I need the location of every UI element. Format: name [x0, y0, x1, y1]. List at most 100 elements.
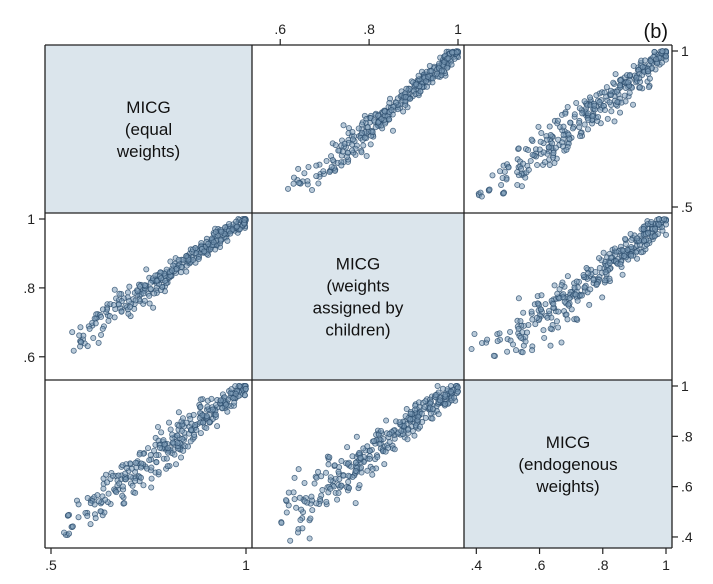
scatter-point — [358, 130, 365, 137]
scatter-point — [407, 95, 414, 102]
scatter-point — [155, 469, 162, 476]
scatter-point — [528, 308, 535, 315]
scatter-point — [494, 338, 501, 345]
scatter-point — [386, 439, 393, 446]
scatter-point — [534, 162, 541, 169]
scatter-point — [663, 221, 670, 228]
scatter-point — [102, 471, 109, 478]
scatter-point — [141, 297, 148, 304]
scatter-point — [577, 133, 584, 140]
diagonal-label-line: (equal — [125, 120, 172, 139]
scatter-point — [224, 408, 231, 415]
scatter-point — [529, 151, 536, 158]
scatter-point — [200, 419, 207, 426]
tick-label: .8 — [681, 428, 693, 444]
scatter-point — [122, 470, 129, 477]
scatter-point — [645, 84, 652, 91]
scatter-point — [140, 482, 147, 489]
scatter-point — [358, 121, 365, 128]
scatter-point — [348, 463, 355, 470]
tick-label: .4 — [470, 557, 482, 573]
scatter-point — [663, 231, 670, 238]
scatter-point — [327, 477, 334, 484]
scatter-point — [319, 487, 326, 494]
scatter-point — [593, 281, 600, 288]
scatter-point — [560, 123, 567, 130]
diagonal-cell — [45, 45, 252, 213]
scatter-point — [313, 474, 320, 481]
scatter-point — [236, 382, 243, 389]
scatter-point — [119, 462, 126, 469]
scatter-point — [305, 163, 312, 170]
scatter-point — [233, 223, 240, 230]
scatter-point — [596, 255, 603, 262]
diagonal-cell — [252, 213, 464, 380]
scatter-point — [209, 406, 216, 413]
scatter-point — [179, 415, 186, 422]
scatter-point — [295, 179, 302, 186]
scatter-point — [642, 57, 649, 64]
scatter-point — [357, 454, 364, 461]
scatter-point — [146, 457, 153, 464]
scatter-point — [326, 454, 333, 461]
scatter-point — [549, 140, 556, 147]
scatter-point — [520, 309, 527, 316]
scatter-point — [412, 402, 419, 409]
tick-label: 1 — [242, 557, 250, 573]
scatter-point — [214, 423, 221, 430]
scatter-point — [528, 136, 535, 143]
scatter-point — [195, 256, 202, 263]
scatter-point — [602, 269, 609, 276]
scatter-point — [564, 316, 571, 323]
scatter-point — [326, 169, 333, 176]
scatter-point — [191, 431, 198, 438]
scatter-point — [489, 172, 496, 179]
scatter-point — [331, 462, 338, 469]
scatter-point — [336, 476, 343, 483]
scatter-point — [349, 453, 356, 460]
scatter-point — [313, 500, 320, 507]
scatter-point — [585, 116, 592, 123]
scatter-point — [217, 236, 224, 243]
scatter-point — [121, 500, 128, 507]
scatter-point — [323, 498, 330, 505]
scatter-point — [306, 535, 313, 542]
scatter-point — [451, 55, 458, 62]
scatter-point — [554, 117, 561, 124]
scatter-point — [295, 165, 302, 172]
scatter-point — [382, 448, 389, 455]
scatter-point — [226, 220, 233, 227]
scatter-point — [98, 331, 105, 338]
scatter-point — [175, 409, 182, 416]
scatter-point — [389, 127, 396, 134]
scatter-point — [442, 400, 449, 407]
scatter-point — [335, 490, 342, 497]
scatter-point — [490, 352, 497, 359]
scatter-panel — [285, 48, 461, 194]
scatter-point — [75, 501, 82, 508]
scatter-point — [222, 224, 229, 231]
scatter-point — [77, 324, 84, 331]
scatter-point — [638, 249, 645, 256]
scatter-point — [140, 290, 147, 297]
scatter-point — [535, 123, 542, 130]
scatter-point — [99, 306, 106, 313]
scatter-point — [396, 419, 403, 426]
scatter-point — [515, 325, 522, 332]
scatter-point — [563, 311, 570, 318]
scatter-point — [599, 294, 606, 301]
scatter-point — [227, 230, 234, 237]
scatter-point — [514, 169, 521, 176]
scatter-point — [338, 162, 345, 169]
tick-label: .6 — [681, 479, 693, 495]
tick-label: .6 — [274, 21, 286, 37]
scatter-point — [626, 89, 633, 96]
scatter-point — [601, 89, 608, 96]
scatter-point — [361, 134, 368, 141]
scatter-point — [522, 338, 529, 345]
axis-ticks: .6 .8 1 .5 1 .4 .6 .8 1 .6 .8 1 .5 1 .4 .6 .8 1 — [23, 21, 693, 573]
scatter-point — [617, 77, 624, 84]
scatter-point — [536, 146, 543, 153]
scatter-point — [515, 295, 522, 302]
scatter-point — [538, 130, 545, 137]
